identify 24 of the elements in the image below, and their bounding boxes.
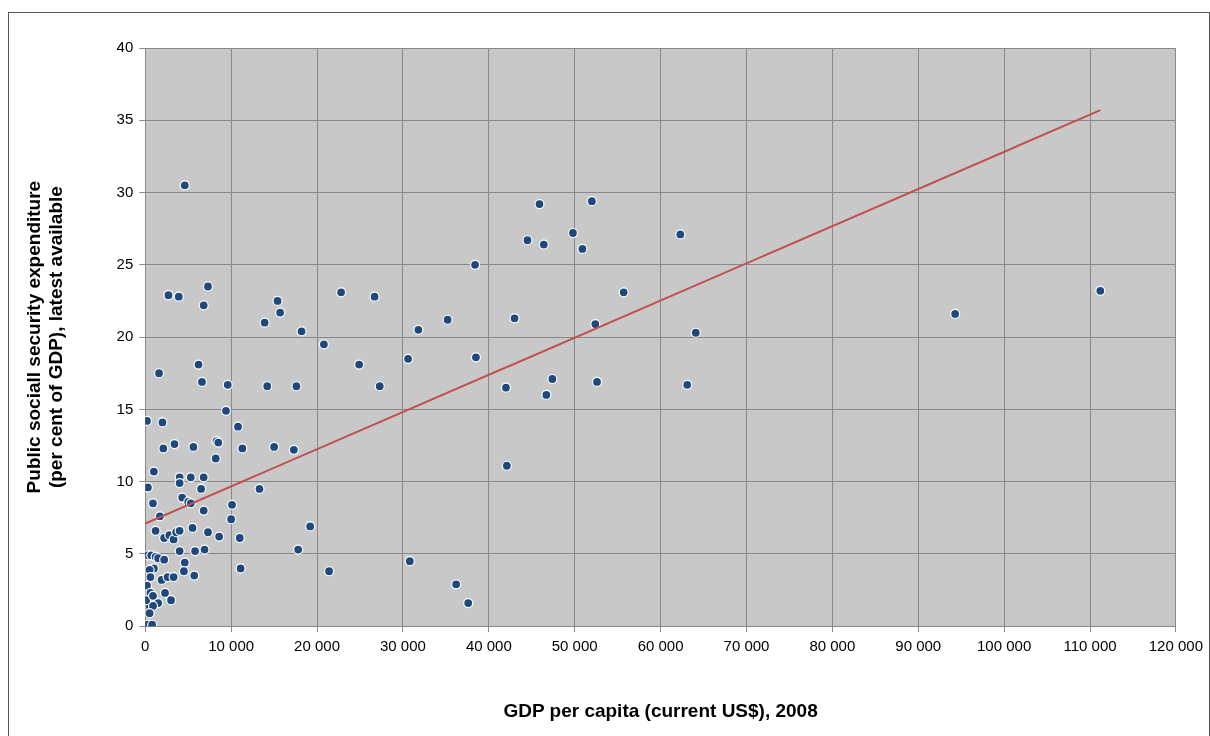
x-tick-label: 0 (141, 637, 150, 655)
x-tick-label: 120 000 (1148, 637, 1204, 655)
x-axis-title: GDP per capita (current US$), 2008 (503, 699, 818, 721)
x-tick-label: 40 000 (465, 637, 512, 655)
y-tick-label: 20 (116, 327, 134, 345)
y-tick-label: 30 (116, 182, 134, 200)
y-tick-label: 0 (124, 616, 134, 634)
y-tick-label: 35 (116, 110, 134, 128)
y-tick-label: 5 (124, 544, 134, 562)
x-tick-label: 30 000 (379, 637, 426, 655)
x-tick-label: 60 000 (637, 637, 684, 655)
x-tick-label: 70 000 (723, 637, 770, 655)
y-tick-label: 40 (116, 38, 134, 56)
x-tick-label: 10 000 (208, 637, 255, 655)
y-tick-label: 10 (116, 471, 134, 489)
x-tick-label: 80 000 (809, 637, 856, 655)
y-tick-label: 25 (116, 254, 134, 272)
x-tick-label: 100 000 (977, 637, 1032, 655)
x-tick-label: 50 000 (551, 637, 598, 655)
y-tick-label: 15 (116, 399, 134, 417)
y-axis-title: Public sociall security expenditure (per cent of GDP), latest available (22, 180, 67, 494)
x-tick-label: 90 000 (895, 637, 942, 655)
x-tick-label: 20 000 (294, 637, 340, 655)
x-tick-label: 110 000 (1063, 637, 1117, 655)
